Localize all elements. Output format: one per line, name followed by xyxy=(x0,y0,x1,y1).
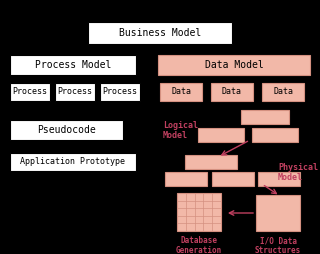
Text: Data: Data xyxy=(171,87,191,97)
Bar xyxy=(158,55,310,75)
Text: Business Model: Business Model xyxy=(119,28,201,38)
Bar xyxy=(185,155,237,169)
Bar xyxy=(10,153,136,171)
Text: Application Prototype: Application Prototype xyxy=(20,157,125,167)
Text: Data Model: Data Model xyxy=(204,60,263,70)
Text: Process: Process xyxy=(58,87,92,97)
Bar xyxy=(256,195,300,231)
Bar xyxy=(165,172,207,186)
Bar xyxy=(258,172,300,186)
Bar xyxy=(198,128,244,142)
Text: Data: Data xyxy=(222,87,242,97)
Bar xyxy=(10,83,50,101)
Bar xyxy=(241,110,289,124)
Bar xyxy=(160,83,202,101)
Text: Data: Data xyxy=(273,87,293,97)
Text: Process: Process xyxy=(102,87,138,97)
Bar xyxy=(177,193,221,231)
Text: Process: Process xyxy=(12,87,47,97)
Text: Process Model: Process Model xyxy=(35,60,111,70)
Text: Database
Generation: Database Generation xyxy=(176,236,222,254)
Bar xyxy=(55,83,95,101)
Bar xyxy=(10,55,136,75)
Text: Logical
Model: Logical Model xyxy=(163,121,198,140)
Bar xyxy=(212,172,254,186)
Text: I/O Data
Structures: I/O Data Structures xyxy=(255,236,301,254)
Bar xyxy=(10,120,123,140)
Bar xyxy=(252,128,298,142)
Text: Physical
Model: Physical Model xyxy=(278,163,318,182)
Bar xyxy=(88,22,232,44)
Text: Pseudocode: Pseudocode xyxy=(37,125,96,135)
Bar xyxy=(211,83,253,101)
Bar xyxy=(100,83,140,101)
Bar xyxy=(262,83,304,101)
